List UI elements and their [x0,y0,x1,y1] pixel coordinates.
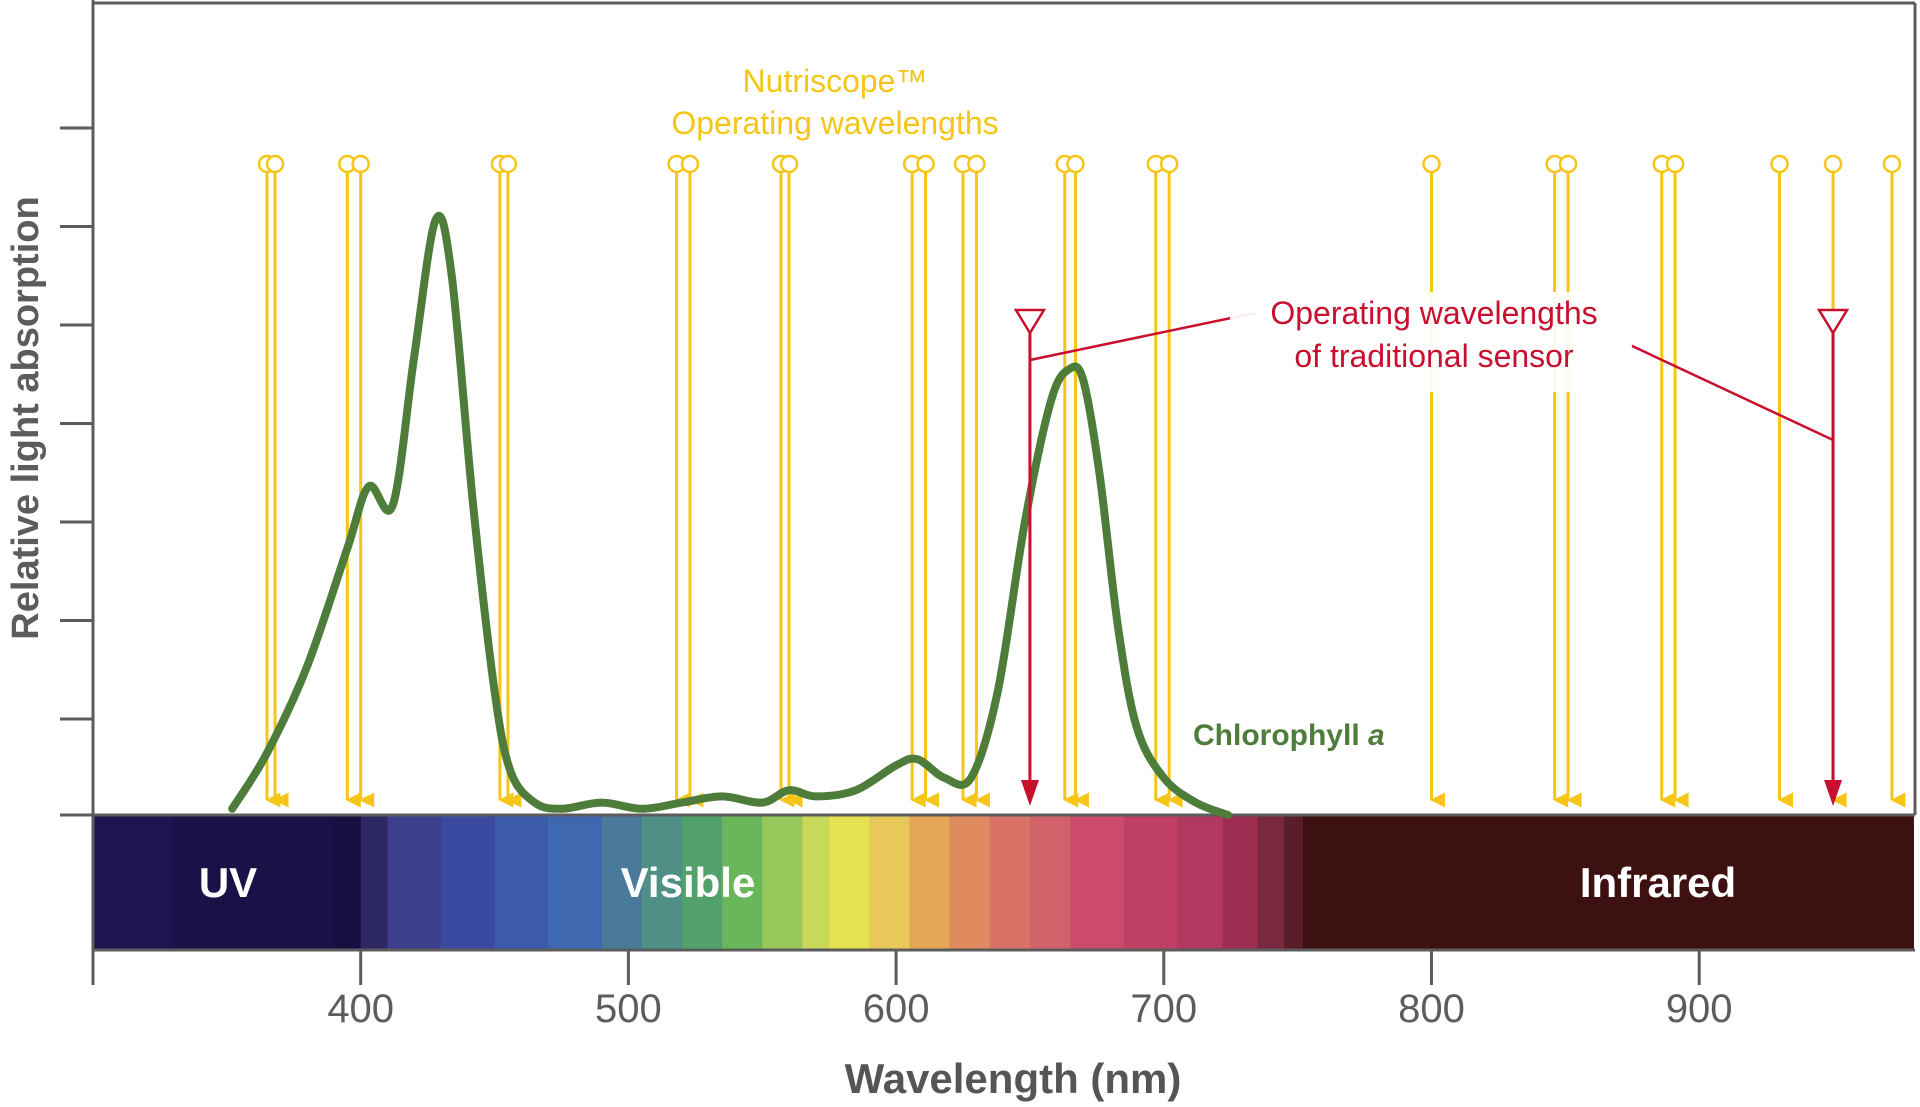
spectrum-segment [949,815,991,950]
nutriscope-arrow-origin [1422,154,1441,174]
spectrum-segment [548,815,603,950]
spectrum-segment [1257,815,1285,950]
spectrum-segment [1070,815,1125,950]
nutriscope-arrow-origin [265,154,285,174]
spectrum-segment [762,815,804,950]
nutriscope-arrow-origin [1823,154,1843,174]
spectrum-segment [802,815,830,950]
x-tick-label: 500 [595,987,662,1031]
spectrum-segment [829,815,870,950]
nutriscope-label-line2: Operating wavelengths [671,105,998,141]
nutriscope-arrow-origin [351,154,370,174]
nutriscope-arrow-origin [680,154,700,174]
traditional-leader-left [1029,311,1256,362]
chlorophyll-label-italic: a [1368,719,1385,752]
spectrum-segment [989,815,1031,950]
y-axis-title: Relative light absorption [5,196,47,639]
spectrum-segment [360,815,389,950]
x-tick-label: 700 [1130,987,1197,1031]
nutriscope-arrow-origin [1665,154,1685,174]
spectrum-segment [1123,815,1178,950]
spectrum-segment [1177,815,1224,950]
band-label-visible: Visible [621,859,756,906]
spectrum-segment [1029,815,1071,950]
tick-marks: 400 500 600 700 800 900 [60,126,1733,1031]
spectrum-segment [909,815,951,950]
x-axis-title: Wavelength (nm) [845,1055,1182,1102]
traditional-sensor-arrowhead [1824,780,1843,806]
traditional-label-line1: Operating wavelengths [1270,295,1597,331]
x-tick-label: 900 [1666,987,1733,1031]
spectrum-segment [1303,815,1914,950]
traditional-sensor-marker [1013,308,1047,336]
nutriscope-label-line1: Nutriscope™ [743,63,928,99]
spectrum-segment [641,815,683,950]
spectrum-segment [601,815,643,950]
traditional-label-box [1230,292,1632,392]
spectrum-segment [93,815,174,950]
spectrum-segment [681,815,723,950]
spectrum-segment [333,815,362,950]
chlorophyll-curve-layer [228,211,1233,819]
spectrum-segment [1284,815,1304,950]
x-tick-label: 600 [863,987,930,1031]
x-tick-label: 400 [327,987,394,1031]
axes [60,0,1917,985]
chlorophyll-label-text: Chlorophyll [1193,719,1368,752]
traditional-sensor-arrows [1013,308,1850,806]
nutriscope-arrow-origin [1066,154,1085,174]
nutriscope-arrow-origin [1159,154,1179,174]
traditional-label-line2: of traditional sensor [1294,338,1574,374]
nutriscope-arrow-origin [916,154,935,174]
band-label-uv: UV [199,859,257,906]
nutriscope-arrow-origin [1770,154,1789,174]
nutriscope-wavelength-arrows [257,154,1906,808]
spectrum-segment [869,815,911,950]
x-tick-label: 800 [1398,987,1465,1031]
spectrum-segment [173,815,335,950]
spectrum-segment [1222,815,1259,950]
spectrum-segment [441,815,496,950]
nutriscope-arrow-origin [498,154,518,174]
nutriscope-arrow-origin [1558,154,1578,174]
nutriscope-arrow-origin [967,154,986,174]
spectrum-segment [387,815,442,950]
spectrum-band [93,815,1914,950]
traditional-sensor-arrowhead [1020,780,1039,806]
nutriscope-arrow-origin [779,154,799,174]
spectrum-segment [722,815,763,950]
band-label-infrared: Infrared [1580,859,1736,906]
spectrum-segment [494,815,549,950]
chart-labels: UV Visible Infrared Wavelength (nm) Rela… [5,63,1736,1102]
chlorophyll-a-curve [228,211,1233,819]
traditional-leader-right [1629,343,1834,442]
nutriscope-arrow-origin [1882,154,1902,174]
chlorophyll-label: Chlorophyll a [1193,719,1385,752]
traditional-sensor-marker [1816,308,1850,336]
